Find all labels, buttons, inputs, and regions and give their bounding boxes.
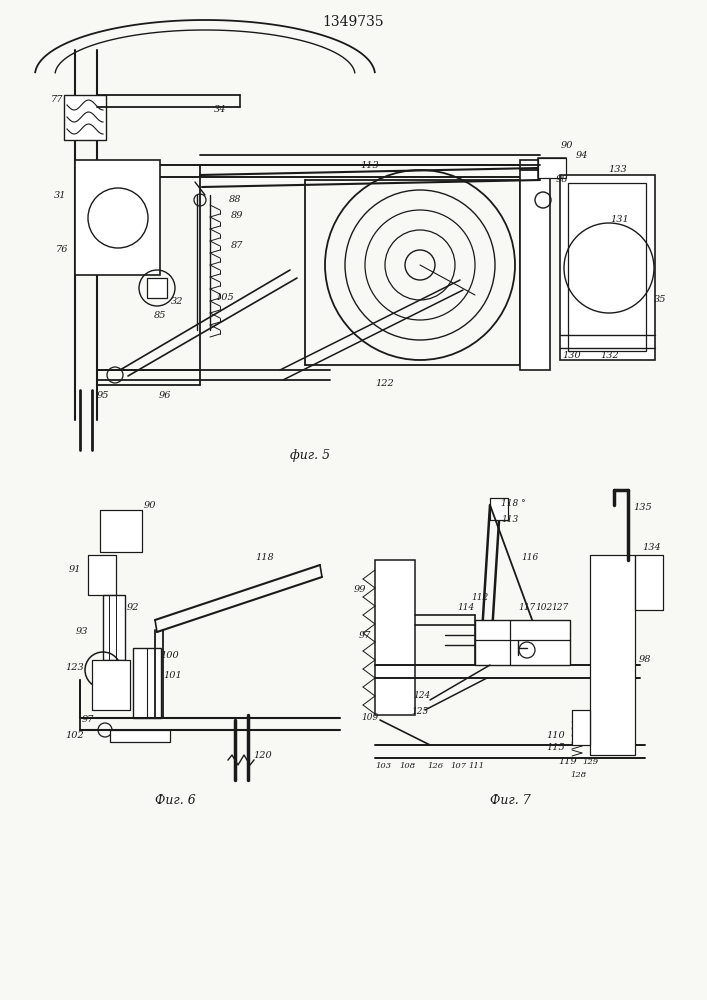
Bar — [88, 555, 116, 595]
Text: 120: 120 — [254, 750, 272, 760]
Text: 110: 110 — [547, 730, 566, 740]
Bar — [490, 498, 508, 520]
Bar — [92, 660, 130, 710]
Text: 93: 93 — [76, 628, 88, 637]
Text: 129: 129 — [582, 758, 598, 766]
Bar — [635, 555, 663, 610]
Bar — [475, 620, 570, 665]
Text: 31: 31 — [54, 190, 66, 200]
Text: 107: 107 — [450, 762, 466, 770]
Bar — [572, 710, 590, 745]
Text: 109: 109 — [361, 712, 379, 722]
Text: 102: 102 — [535, 602, 553, 611]
Bar — [88, 555, 116, 595]
Text: 88: 88 — [229, 196, 241, 205]
Bar — [520, 160, 550, 370]
Text: 126: 126 — [427, 762, 443, 770]
Text: 77: 77 — [51, 96, 63, 104]
Text: 119: 119 — [559, 758, 578, 766]
Text: 134: 134 — [643, 544, 661, 552]
Text: 135: 135 — [633, 504, 653, 512]
Text: 100: 100 — [160, 650, 180, 660]
Bar — [64, 95, 106, 140]
Text: 89: 89 — [230, 211, 243, 220]
Bar — [100, 510, 142, 552]
Bar — [590, 555, 635, 755]
Text: 101: 101 — [163, 670, 182, 680]
Bar — [538, 158, 566, 178]
Text: 133: 133 — [609, 165, 627, 174]
Text: 96: 96 — [159, 390, 171, 399]
Bar — [147, 278, 167, 298]
Text: 98: 98 — [556, 176, 568, 184]
Text: 117: 117 — [518, 602, 536, 611]
Text: 1349735: 1349735 — [322, 15, 384, 29]
Text: 116: 116 — [521, 554, 539, 562]
Text: 32: 32 — [171, 298, 183, 306]
Text: 99: 99 — [354, 585, 366, 594]
Text: Фиг. 7: Фиг. 7 — [490, 794, 530, 806]
Bar — [538, 158, 566, 178]
Text: 90: 90 — [561, 140, 573, 149]
Text: 105: 105 — [216, 294, 235, 302]
Text: 125: 125 — [411, 708, 428, 716]
Text: 97: 97 — [82, 716, 94, 724]
Text: 115: 115 — [547, 744, 566, 752]
Text: 128: 128 — [570, 771, 586, 779]
Bar — [568, 183, 646, 351]
Text: 98: 98 — [638, 656, 651, 664]
Text: Фиг. 6: Фиг. 6 — [155, 794, 195, 806]
Text: 76: 76 — [56, 245, 69, 254]
Bar — [490, 498, 508, 520]
Text: 85: 85 — [153, 310, 166, 320]
Text: 87: 87 — [230, 240, 243, 249]
Text: 124: 124 — [414, 690, 431, 700]
Bar — [133, 648, 161, 718]
Text: 132: 132 — [601, 351, 619, 360]
Text: 112: 112 — [472, 593, 489, 602]
Text: 97: 97 — [358, 631, 371, 640]
Text: 114: 114 — [457, 602, 474, 611]
Bar — [375, 560, 415, 715]
Text: 108: 108 — [399, 762, 415, 770]
Text: 118: 118 — [256, 554, 274, 562]
Text: 113: 113 — [501, 516, 519, 524]
Bar — [572, 710, 590, 745]
Bar — [100, 510, 142, 552]
Text: 127: 127 — [551, 602, 568, 611]
Text: 113: 113 — [361, 160, 380, 169]
Bar — [103, 595, 125, 660]
Text: 35: 35 — [654, 296, 666, 304]
Text: 91: 91 — [69, 566, 81, 574]
Text: 111: 111 — [468, 762, 484, 770]
Text: 95: 95 — [97, 390, 110, 399]
Text: 102: 102 — [66, 730, 84, 740]
Text: 90: 90 — [144, 500, 156, 510]
Text: 118 °: 118 ° — [501, 499, 525, 508]
Text: 92: 92 — [127, 603, 139, 612]
Bar — [92, 660, 130, 710]
Bar — [538, 158, 566, 178]
Text: 94: 94 — [575, 150, 588, 159]
Text: 130: 130 — [563, 351, 581, 360]
Text: 131: 131 — [611, 216, 629, 225]
Bar — [75, 160, 160, 275]
Text: 34: 34 — [214, 105, 226, 114]
Text: фиг. 5: фиг. 5 — [290, 448, 330, 462]
Bar — [110, 730, 170, 742]
Bar — [560, 175, 655, 360]
Text: 122: 122 — [375, 378, 395, 387]
Text: 103: 103 — [375, 762, 391, 770]
Bar — [590, 555, 635, 755]
Bar — [635, 555, 663, 610]
Text: 123: 123 — [66, 664, 84, 672]
